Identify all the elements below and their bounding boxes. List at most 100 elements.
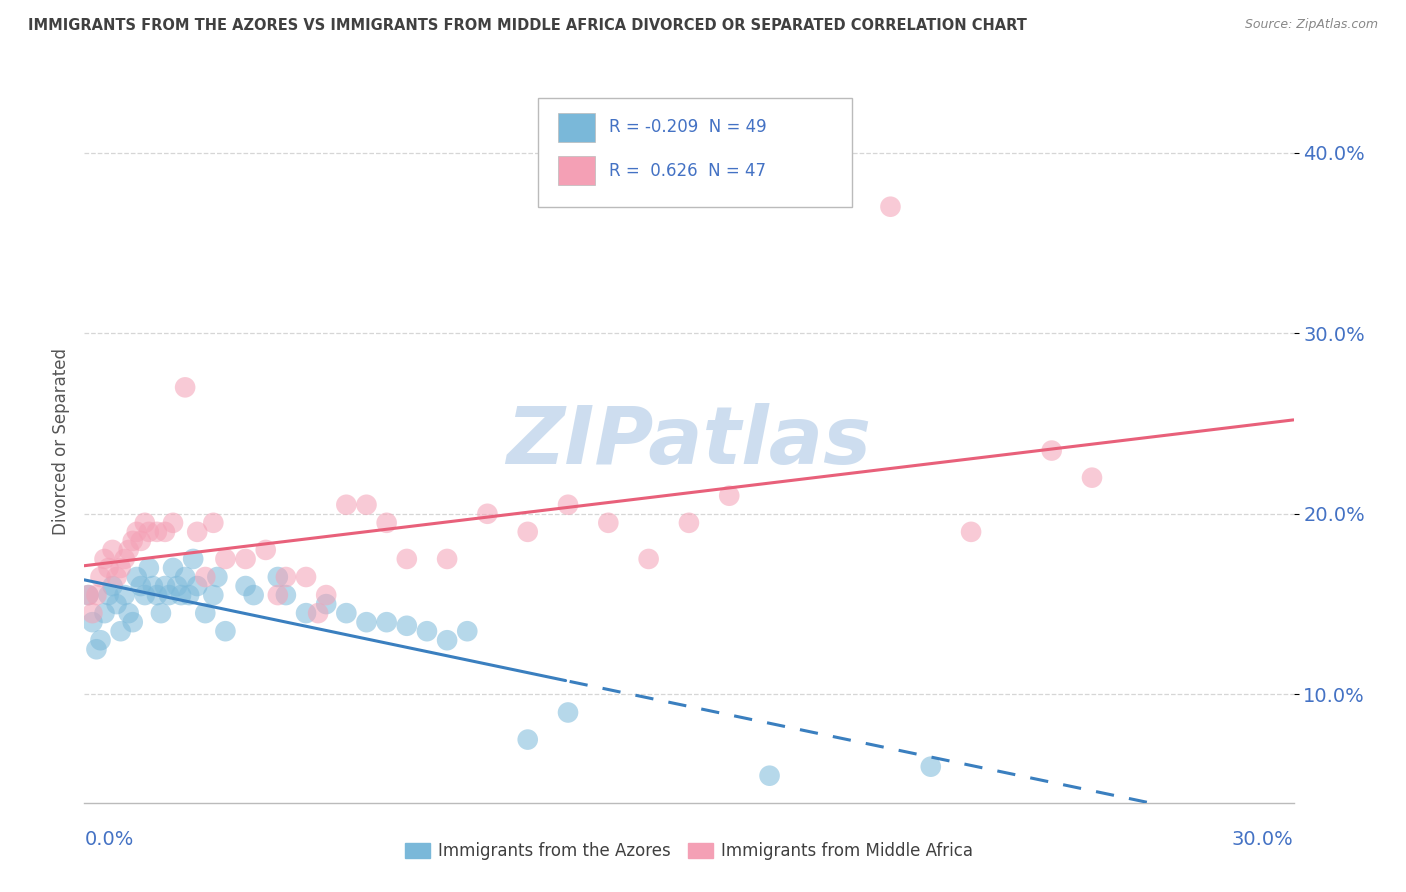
Point <box>202 588 225 602</box>
Point <box>86 588 108 602</box>
Point <box>146 524 169 539</box>
Point <box>356 498 378 512</box>
Text: R = -0.209  N = 49: R = -0.209 N = 49 <box>609 119 766 136</box>
Point <box>186 579 208 593</box>
Point <box>416 624 439 639</box>
Point <box>110 561 132 575</box>
Point <box>138 561 160 575</box>
Point <box>134 588 156 602</box>
Point <box>375 615 398 630</box>
Point <box>118 542 141 557</box>
Point <box>82 606 104 620</box>
Point <box>82 615 104 630</box>
Point <box>97 561 120 575</box>
Point <box>516 524 538 539</box>
Point <box>637 552 659 566</box>
Point <box>1081 471 1104 485</box>
Point <box>395 619 418 633</box>
Point <box>93 606 115 620</box>
Point <box>174 570 197 584</box>
Point <box>315 597 337 611</box>
Point <box>356 615 378 630</box>
Point <box>960 524 983 539</box>
Point <box>129 533 152 548</box>
Point <box>114 588 136 602</box>
Point <box>214 624 236 639</box>
Point <box>181 552 204 566</box>
Text: 30.0%: 30.0% <box>1232 830 1294 849</box>
Point <box>86 642 108 657</box>
Point <box>678 516 700 530</box>
Point <box>142 579 165 593</box>
Point <box>307 606 329 620</box>
Point <box>920 760 942 774</box>
Point <box>114 552 136 566</box>
Point <box>274 588 297 602</box>
Point <box>105 597 128 611</box>
Point <box>436 552 458 566</box>
Point <box>375 516 398 530</box>
Point <box>274 570 297 584</box>
Point <box>174 380 197 394</box>
Point <box>598 516 620 530</box>
Point <box>395 552 418 566</box>
Point <box>138 524 160 539</box>
Text: ZIPatlas: ZIPatlas <box>506 402 872 481</box>
Point <box>134 516 156 530</box>
Point <box>166 579 188 593</box>
Point <box>89 570 111 584</box>
Point <box>477 507 499 521</box>
Point <box>162 561 184 575</box>
Point <box>77 588 100 602</box>
Point <box>194 570 217 584</box>
Point <box>77 588 100 602</box>
Point <box>125 524 148 539</box>
Point <box>202 516 225 530</box>
Point <box>718 489 741 503</box>
Point <box>93 552 115 566</box>
Point <box>254 542 277 557</box>
Point <box>315 588 337 602</box>
Point <box>97 588 120 602</box>
Point <box>149 606 172 620</box>
Point <box>157 588 180 602</box>
Point <box>125 570 148 584</box>
Text: Source: ZipAtlas.com: Source: ZipAtlas.com <box>1244 18 1378 31</box>
Point <box>110 624 132 639</box>
Point <box>456 624 478 639</box>
Point <box>557 498 579 512</box>
Point <box>146 588 169 602</box>
Legend: Immigrants from the Azores, Immigrants from Middle Africa: Immigrants from the Azores, Immigrants f… <box>398 836 980 867</box>
Y-axis label: Divorced or Separated: Divorced or Separated <box>52 348 70 535</box>
Point <box>153 524 176 539</box>
FancyBboxPatch shape <box>538 98 852 207</box>
Point <box>105 570 128 584</box>
Point <box>267 588 290 602</box>
Point <box>118 606 141 620</box>
Point <box>335 606 357 620</box>
Point <box>153 579 176 593</box>
Point <box>516 732 538 747</box>
Point <box>267 570 290 584</box>
Point <box>1040 443 1063 458</box>
Point <box>207 570 229 584</box>
Point <box>758 769 780 783</box>
Point <box>295 570 318 584</box>
Point <box>557 706 579 720</box>
FancyBboxPatch shape <box>558 156 595 185</box>
Point <box>295 606 318 620</box>
Point <box>335 498 357 512</box>
Point <box>89 633 111 648</box>
Point <box>162 516 184 530</box>
Point <box>101 579 124 593</box>
Point <box>214 552 236 566</box>
Point <box>194 606 217 620</box>
Point <box>242 588 264 602</box>
Point <box>170 588 193 602</box>
Point <box>121 615 143 630</box>
Point <box>179 588 201 602</box>
Point <box>186 524 208 539</box>
Text: IMMIGRANTS FROM THE AZORES VS IMMIGRANTS FROM MIDDLE AFRICA DIVORCED OR SEPARATE: IMMIGRANTS FROM THE AZORES VS IMMIGRANTS… <box>28 18 1026 33</box>
Point <box>235 579 257 593</box>
FancyBboxPatch shape <box>558 112 595 142</box>
